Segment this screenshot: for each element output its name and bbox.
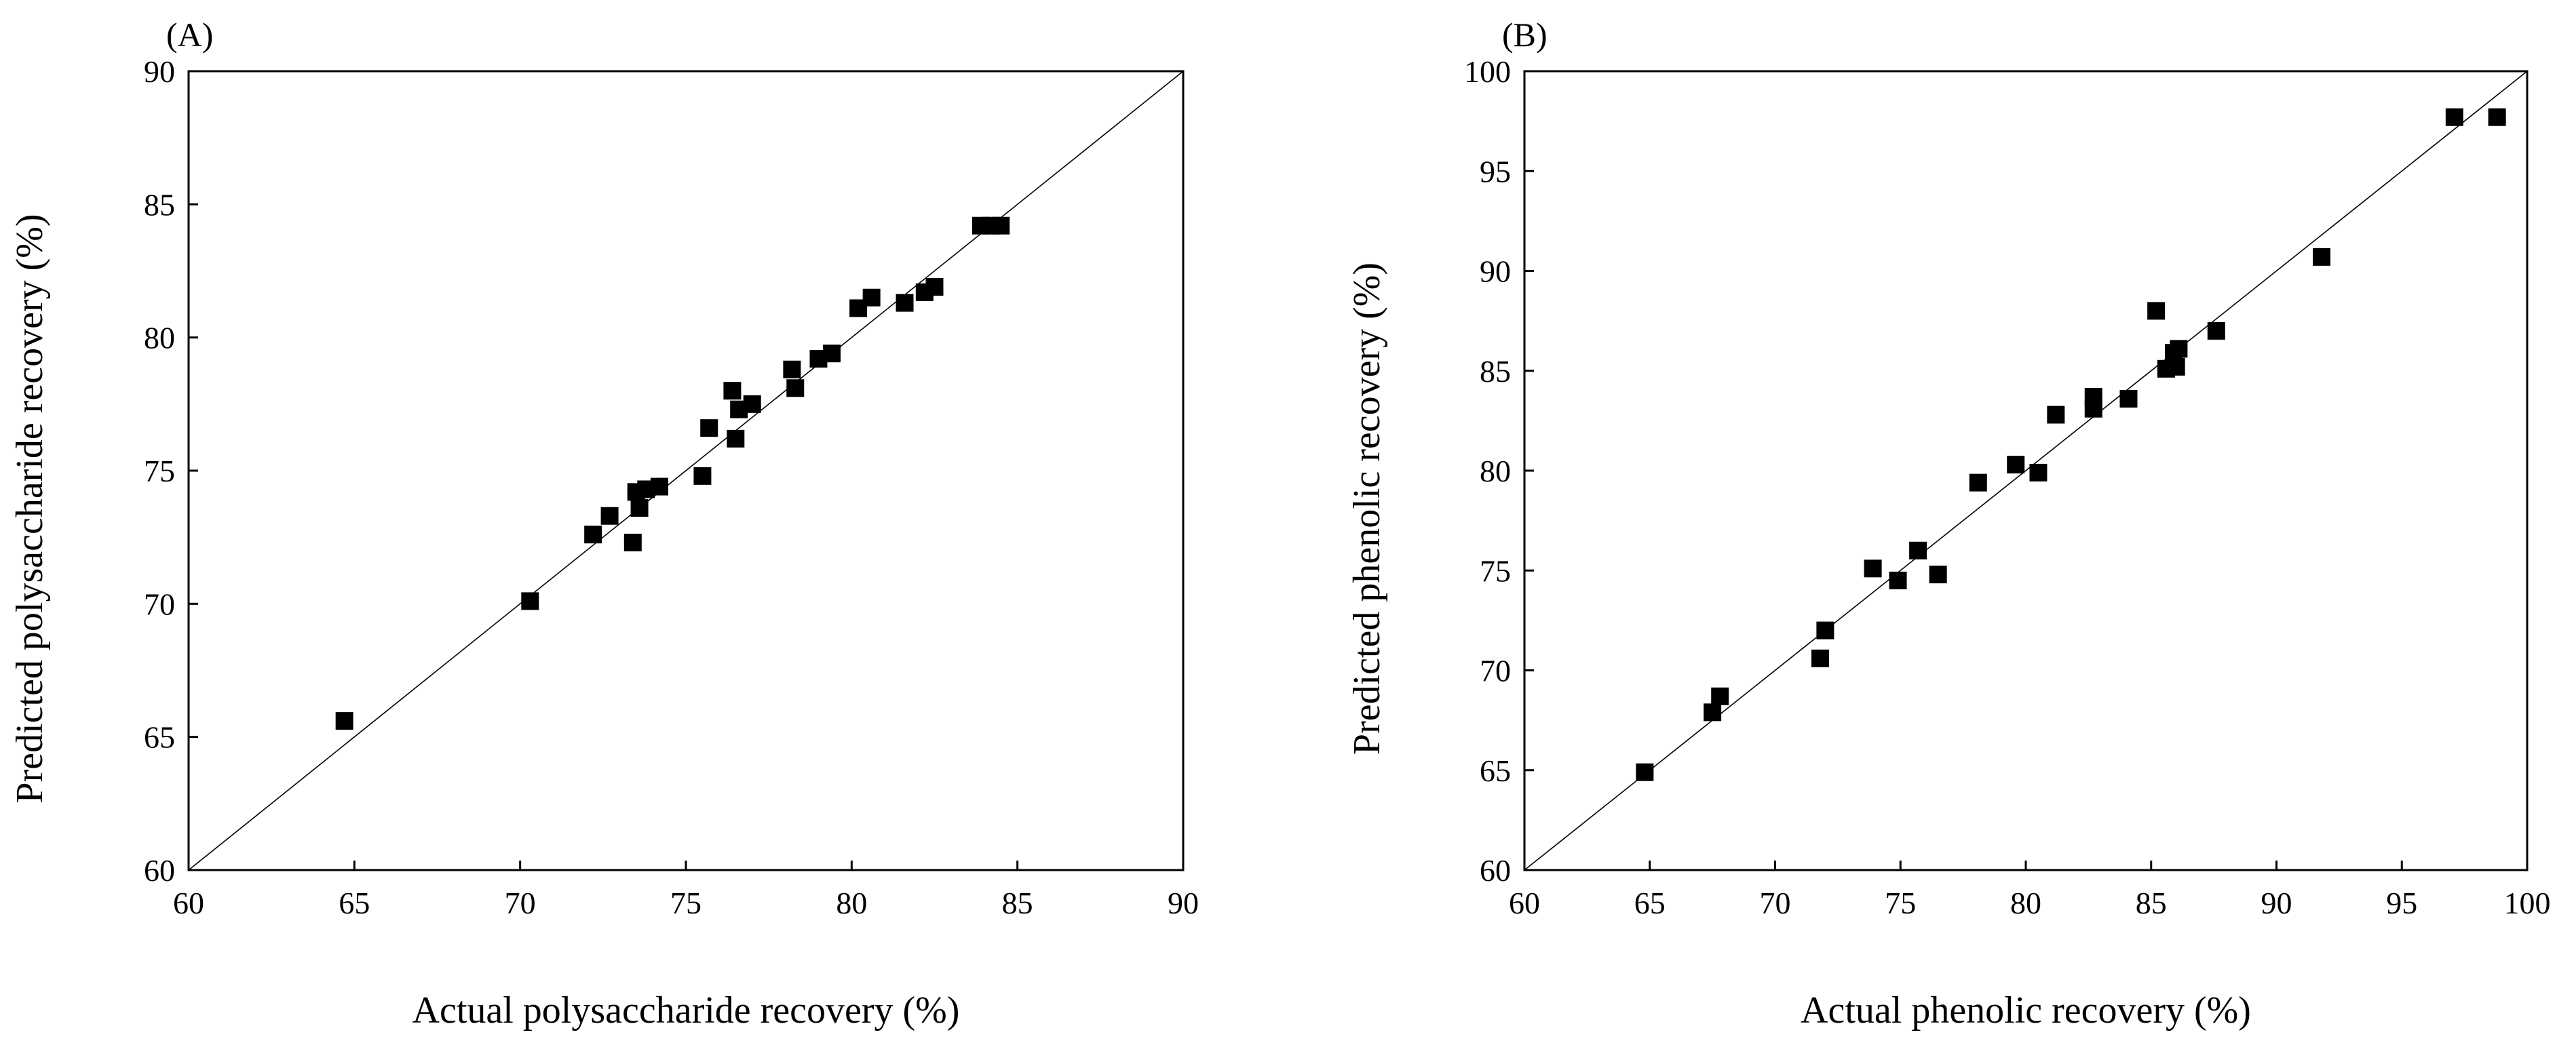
- panel-a-data-point: [896, 294, 914, 312]
- panel-b-data-point: [2488, 108, 2506, 126]
- panel-b-data-point: [1636, 763, 1654, 781]
- panel-a-x-tick-label: 65: [339, 886, 370, 920]
- panel-b-data-point: [1864, 559, 1882, 578]
- panel-b-data-point: [1704, 703, 1722, 722]
- panel-a-data-point: [600, 507, 619, 525]
- panel-b-x-tick-label: 75: [1885, 886, 1916, 920]
- panel-a-y-ticks: 60 65 70 75 80 85 90: [144, 54, 198, 888]
- panel-b-y-tick-label: 80: [1480, 454, 1511, 488]
- panel-a-data-point: [584, 526, 602, 544]
- panel-a-data-point: [650, 477, 668, 496]
- panel-a-x-tick-label: 70: [505, 886, 536, 920]
- panel-b-reference-line: [1524, 71, 2528, 871]
- panel-b-x-axis-title: Actual phenolic recovery (%): [1801, 989, 2251, 1031]
- panel-a-data-point: [786, 379, 805, 397]
- panel-a-x-tick-label: 85: [1002, 886, 1033, 920]
- panel-b-data-point: [2147, 302, 2166, 320]
- panel-a-data-point: [630, 498, 649, 517]
- panel-b-x-ticks: 60 65 70 75 80 85 90 95 100: [1509, 861, 2551, 920]
- panel-b-data-point: [1711, 687, 1729, 705]
- panel-a-data-point: [743, 395, 761, 413]
- panel-a-label: (A): [166, 16, 213, 54]
- panel-a-x-ticks: 60 65 70 75 80 85 90: [173, 861, 1199, 920]
- panel-b-x-tick-label: 100: [2504, 886, 2551, 920]
- panel-b-y-tick-label: 75: [1480, 553, 1511, 588]
- panel-b-y-tick-label: 65: [1480, 753, 1511, 788]
- panel-b-x-tick-label: 65: [1634, 886, 1666, 920]
- panel-b-y-tick-label: 70: [1480, 654, 1511, 688]
- panel-a-data-point: [925, 278, 944, 296]
- panel-b-scatter-chart: (B) 60 65 70 75 80 85 90 95 100 60 65 70 75 80 85 90 95…: [1346, 16, 2551, 1031]
- panel-a-scatter-chart: (A) 60 65 70 75 80 85 90 60 65 70 75 80 85 90 Actual…: [9, 16, 1199, 1031]
- panel-a-data-point: [723, 382, 742, 400]
- panel-a-data-point: [992, 216, 1010, 235]
- panel-b-x-tick-label: 80: [2010, 886, 2041, 920]
- panel-a-y-tick-label: 90: [144, 54, 175, 89]
- panel-b-data-layer: [1524, 71, 2528, 871]
- panel-a-y-tick-label: 80: [144, 321, 175, 355]
- panel-a-x-axis-title: Actual polysaccharide recovery (%): [412, 989, 960, 1031]
- panel-b-y-tick-label: 90: [1480, 254, 1511, 289]
- panel-a-data-point: [335, 712, 353, 730]
- panel-a-data-point: [700, 419, 718, 437]
- panel-b-x-tick-label: 90: [2261, 886, 2292, 920]
- panel-b-y-ticks: 60 65 70 75 80 85 90 95 100: [1464, 54, 1534, 888]
- panel-a-y-tick-label: 75: [144, 454, 175, 488]
- panel-a-data-point: [783, 360, 801, 378]
- panel-b-data-point: [2313, 248, 2331, 266]
- panel-b-data-point: [1929, 566, 1947, 584]
- panel-a-data-point: [693, 467, 712, 485]
- panel-b-data-point: [2007, 456, 2025, 474]
- panel-a-x-tick-label: 60: [173, 886, 204, 920]
- panel-b-data-point: [1889, 571, 1907, 589]
- panel-b-data-point: [2119, 389, 2138, 408]
- panel-b-data-point: [2084, 399, 2102, 418]
- panel-a-data-point: [862, 288, 881, 307]
- panel-b-data-point: [2167, 357, 2185, 376]
- panel-b-data-point: [1811, 649, 1830, 667]
- panel-b-data-point: [1909, 541, 1927, 559]
- panel-a-x-tick-label: 90: [1168, 886, 1199, 920]
- panel-b-y-tick-label: 100: [1464, 54, 1511, 89]
- panel-b-y-axis-title: Predicted phenolic recovery (%): [1346, 262, 1388, 755]
- panel-a-x-tick-label: 75: [670, 886, 701, 920]
- panel-b-y-tick-label: 60: [1480, 853, 1511, 888]
- panel-b-data-point: [2445, 108, 2463, 126]
- panel-a-y-tick-label: 85: [144, 187, 175, 222]
- panel-b-data-point: [2029, 463, 2048, 481]
- panel-a-y-axis-title: Predicted polysaccharide recovery (%): [9, 214, 51, 803]
- panel-b-label: (B): [1502, 16, 1547, 54]
- panel-b-y-tick-label: 95: [1480, 154, 1511, 189]
- panel-a-x-tick-label: 80: [836, 886, 867, 920]
- panel-b-y-tick-label: 85: [1480, 354, 1511, 389]
- panel-b-x-tick-label: 60: [1509, 886, 1540, 920]
- panel-a-data-point: [623, 534, 642, 552]
- panel-a-y-tick-label: 65: [144, 720, 175, 755]
- panel-b-data-point: [2207, 321, 2225, 340]
- panel-b-x-tick-label: 70: [1760, 886, 1791, 920]
- panel-a-data-point: [727, 429, 745, 448]
- panel-a-reference-line: [188, 71, 1184, 871]
- panel-b-data-point: [1969, 473, 1987, 492]
- panel-a-data-layer: [188, 71, 1184, 871]
- panel-a-data-point: [823, 345, 841, 363]
- panel-a-y-tick-label: 70: [144, 587, 175, 621]
- panel-b-data-point: [2170, 340, 2188, 358]
- panel-b-data-point: [2047, 406, 2065, 424]
- panel-b-x-tick-label: 85: [2136, 886, 2167, 920]
- panel-a-y-tick-label: 60: [144, 853, 175, 888]
- panel-b-data-point: [1816, 621, 1834, 639]
- panel-a-data-point: [521, 592, 539, 610]
- panel-b-x-tick-label: 95: [2386, 886, 2417, 920]
